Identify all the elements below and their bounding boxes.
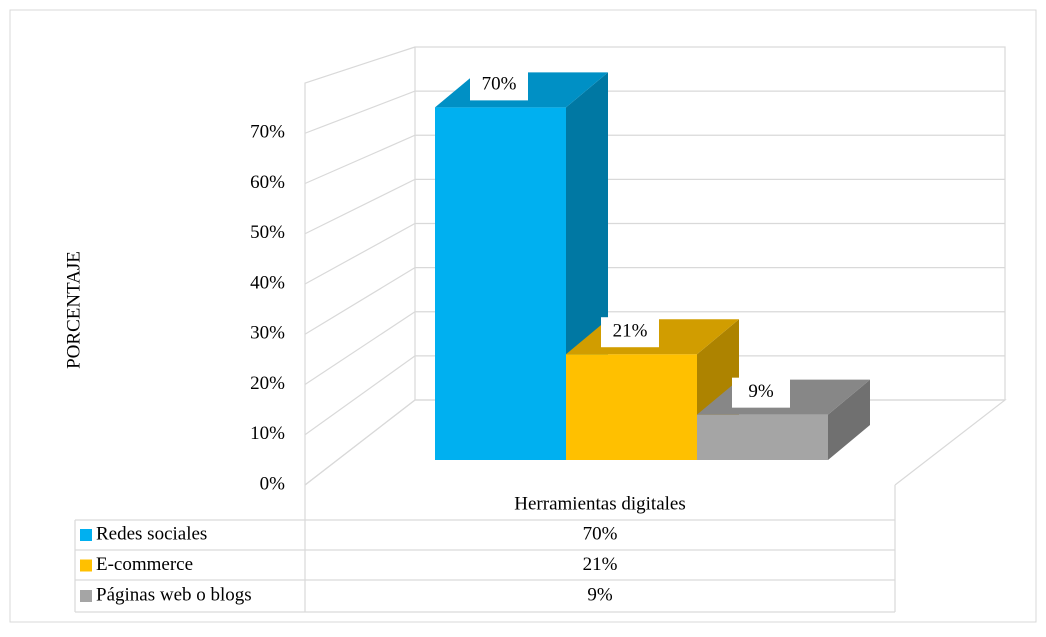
y-tick-label: 0%	[260, 473, 286, 494]
grid-line	[304, 355, 1005, 436]
grid-line	[304, 90, 1005, 134]
legend-swatch	[80, 590, 92, 602]
legend-label: Páginas web o blogs	[96, 584, 252, 605]
y-axis-title: PORCENTAJE	[63, 251, 84, 369]
legend-label: E-commerce	[96, 554, 193, 575]
bar-side	[828, 379, 870, 460]
y-tick-label: 70%	[250, 122, 285, 143]
bar-front	[566, 354, 697, 460]
bar-front	[435, 107, 566, 460]
category-label: Herramientas digitales	[514, 493, 685, 514]
table-value: 21%	[583, 554, 618, 575]
grid-line	[304, 222, 1005, 285]
legend-swatch	[80, 559, 92, 572]
grid-line	[304, 178, 1005, 235]
grid-line	[304, 134, 1005, 185]
table-grid	[74, 485, 896, 613]
y-tick-label: 10%	[250, 423, 285, 444]
data-label: 9%	[748, 381, 774, 402]
table-value: 9%	[587, 584, 613, 605]
data-label-box	[470, 70, 528, 101]
y-tick-label: 20%	[250, 373, 285, 394]
y-tick-label: 50%	[250, 222, 285, 243]
legend-label: Redes sociales	[96, 523, 207, 544]
data-label: 21%	[613, 321, 648, 342]
table-value: 70%	[583, 523, 618, 544]
bar-front	[697, 414, 828, 460]
data-label: 70%	[482, 74, 517, 95]
data-label-box	[732, 377, 790, 408]
y-tick-label: 40%	[250, 272, 285, 293]
y-tick-label: 30%	[250, 323, 285, 344]
y-tick-label: 60%	[250, 172, 285, 193]
grid-line	[304, 267, 1005, 335]
legend-swatch	[80, 529, 92, 541]
data-label-box	[601, 317, 659, 348]
grid-line	[304, 311, 1005, 386]
